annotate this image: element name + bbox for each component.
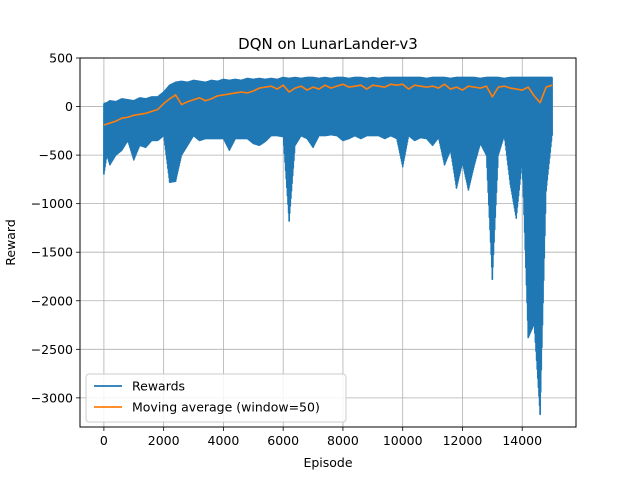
x-tick-label: 6000 xyxy=(267,433,299,448)
rewards-line xyxy=(103,76,553,416)
legend-box xyxy=(85,373,347,423)
chart-title: DQN on LunarLander-v3 xyxy=(238,35,418,53)
y-tick-label: −1500 xyxy=(31,245,73,260)
x-tick-label: 4000 xyxy=(208,433,240,448)
y-tick-label: −2000 xyxy=(31,293,73,308)
x-tick-label: 8000 xyxy=(327,433,359,448)
moving-average-line xyxy=(103,83,553,126)
y-tick-label: −2500 xyxy=(31,342,73,357)
y-tick-label: −3000 xyxy=(31,390,73,405)
x-tick-label: 10000 xyxy=(383,433,423,448)
y-tick-label: −1000 xyxy=(31,196,73,211)
ticks: 0 2000 4000 6000 8000 10000 12000 14000 500 0 −500… xyxy=(31,51,542,449)
x-tick-label: 0 xyxy=(100,433,108,448)
legend: Rewards Moving average (window=50) xyxy=(85,373,347,423)
x-tick-label: 12000 xyxy=(443,433,483,448)
x-tick-label: 2000 xyxy=(148,433,180,448)
y-axis-label: Reward xyxy=(3,219,18,266)
plot-frame xyxy=(79,57,577,428)
y-tick-label: 0 xyxy=(65,99,73,114)
x-tick-label: 14000 xyxy=(502,433,542,448)
x-axis-label: Episode xyxy=(303,455,352,470)
y-tick-label: 500 xyxy=(49,51,73,66)
legend-label: Moving average (window=50) xyxy=(132,400,320,415)
legend-label: Rewards xyxy=(132,379,185,394)
series-layer xyxy=(103,76,553,416)
y-tick-label: −500 xyxy=(39,148,73,163)
